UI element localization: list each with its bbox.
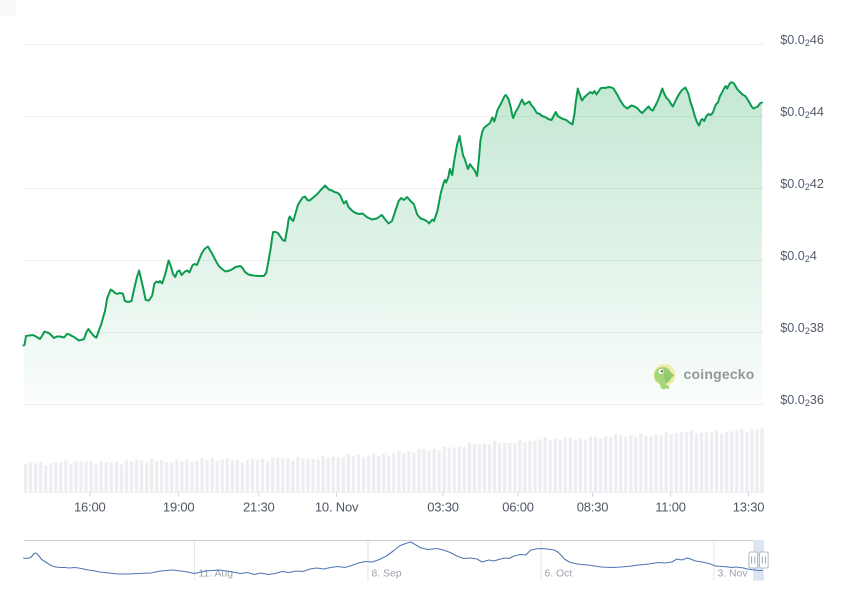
svg-text:$0.0244: $0.0244 bbox=[780, 105, 824, 120]
svg-text:21:30: 21:30 bbox=[243, 500, 275, 515]
svg-text:06:00: 06:00 bbox=[502, 500, 534, 515]
svg-text:$0.024: $0.024 bbox=[780, 249, 817, 264]
svg-text:08:30: 08:30 bbox=[577, 500, 609, 515]
svg-text:11:00: 11:00 bbox=[655, 500, 686, 515]
svg-text:16:00: 16:00 bbox=[74, 500, 106, 515]
svg-text:$0.0246: $0.0246 bbox=[780, 33, 824, 48]
svg-text:13:30: 13:30 bbox=[733, 500, 765, 515]
svg-text:03:30: 03:30 bbox=[427, 500, 459, 515]
svg-text:coingecko: coingecko bbox=[684, 366, 755, 382]
svg-text:11. Aug: 11. Aug bbox=[199, 569, 234, 580]
svg-text:$0.0238: $0.0238 bbox=[780, 321, 824, 336]
svg-text:19:00: 19:00 bbox=[163, 500, 195, 515]
svg-text:$0.0242: $0.0242 bbox=[780, 177, 824, 192]
svg-text:10. Nov: 10. Nov bbox=[315, 500, 359, 515]
svg-text:3. Nov: 3. Nov bbox=[718, 569, 749, 580]
svg-text:$0.0236: $0.0236 bbox=[780, 393, 824, 408]
svg-text:6. Oct: 6. Oct bbox=[545, 569, 573, 580]
svg-text:8. Sep: 8. Sep bbox=[372, 569, 402, 580]
